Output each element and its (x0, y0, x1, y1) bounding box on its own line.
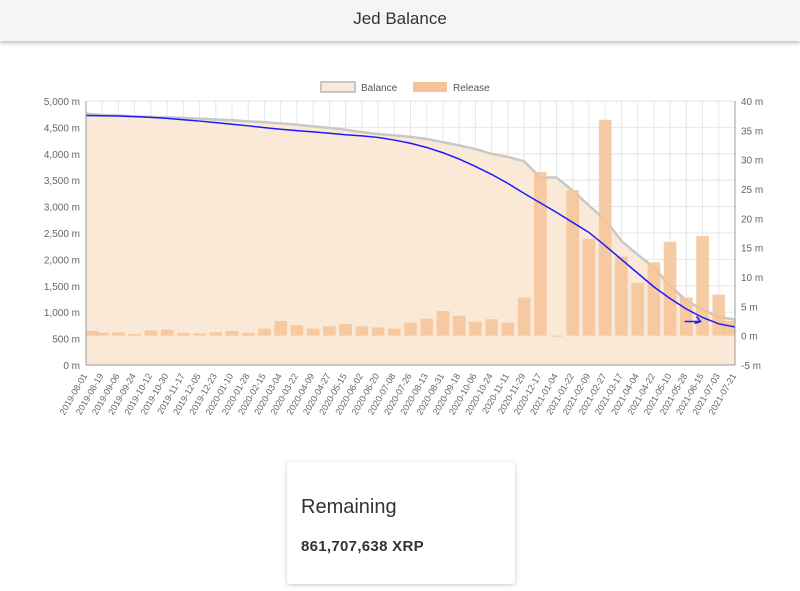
release-bar (436, 311, 450, 336)
release-bar (225, 330, 239, 336)
release-bar (193, 333, 206, 336)
left-tick-label: 1,000 m (44, 308, 80, 319)
right-tick-label: -5 m (741, 361, 761, 372)
remaining-value: 861,707,638 XRP (301, 538, 424, 555)
release-bar (241, 332, 255, 336)
legend-label-balance: Balance (361, 83, 398, 94)
release-bar (339, 323, 352, 336)
release-bar (533, 171, 547, 336)
left-tick-label: 2,000 m (44, 255, 80, 266)
right-tick-label: 35 m (741, 126, 763, 137)
right-tick-label: 25 m (741, 185, 763, 196)
release-bar (209, 332, 223, 336)
left-tick-label: 4,500 m (44, 123, 80, 134)
release-bar (387, 328, 401, 336)
legend: Balance Release (320, 81, 490, 94)
trend-arrow (684, 316, 702, 325)
trend-line (85, 114, 736, 328)
release-bar (631, 282, 644, 336)
left-tick-label: 500 m (52, 335, 80, 346)
release-bar (95, 332, 109, 336)
balance-line (85, 112, 736, 321)
right-tick-label: 10 m (741, 273, 763, 284)
release-bar (420, 318, 434, 336)
right-tick-label: 15 m (741, 244, 763, 255)
right-tick-label: 20 m (741, 214, 763, 225)
release-bar (712, 294, 726, 336)
release-bar (274, 321, 288, 336)
release-bar (86, 330, 99, 336)
remaining-label: Remaining (301, 496, 397, 518)
right-tick-label: 40 m (741, 97, 763, 108)
release-bar (598, 119, 612, 336)
release-bar (501, 322, 515, 336)
release-bar (485, 319, 498, 336)
release-bar (517, 297, 531, 336)
legend-swatch-balance (320, 81, 356, 93)
legend-swatch-release (413, 82, 447, 92)
release-bar (160, 329, 174, 336)
release-bar (647, 262, 661, 336)
release-bar (615, 256, 628, 336)
release-bar (144, 330, 158, 336)
release-bar (550, 335, 563, 337)
release-bar (582, 238, 596, 336)
right-tick-label: 0 m (741, 332, 758, 343)
release-bar (371, 327, 385, 336)
release-bar (177, 332, 190, 336)
release-bar (112, 332, 125, 336)
release-bar (469, 321, 482, 336)
left-tick-label: 4,000 m (44, 150, 80, 161)
left-tick-label: 3,000 m (44, 203, 80, 214)
left-tick-label: 5,000 m (44, 97, 80, 108)
release-bar (128, 333, 142, 336)
right-tick-label: 30 m (741, 156, 763, 167)
release-bar (404, 322, 417, 336)
left-tick-label: 3,500 m (44, 176, 80, 187)
release-bar (355, 326, 369, 336)
right-tick-label: 5 m (741, 302, 758, 313)
legend-label-release: Release (453, 83, 490, 94)
release-bar (696, 235, 709, 336)
page-title: Jed Balance (353, 9, 447, 28)
release-bar (290, 325, 304, 336)
release-bar (323, 326, 336, 336)
release-bar (258, 328, 271, 336)
release-bar (306, 328, 320, 336)
release-bar (663, 241, 677, 336)
left-tick-label: 0 m (63, 361, 80, 372)
release-bar (566, 190, 580, 336)
balance-chart: 0 m 500 m 1,000 m 1,500 m 2,000 m 2,500 m 3,00… (44, 81, 763, 416)
remaining-card: Remaining 861,707,638 XRP (287, 462, 515, 584)
left-tick-label: 2,500 m (44, 229, 80, 240)
release-bar (722, 321, 735, 336)
release-bar (452, 315, 466, 336)
release-bar (679, 297, 693, 336)
left-tick-label: 1,500 m (44, 282, 80, 293)
app-bar: Jed Balance (0, 0, 800, 41)
